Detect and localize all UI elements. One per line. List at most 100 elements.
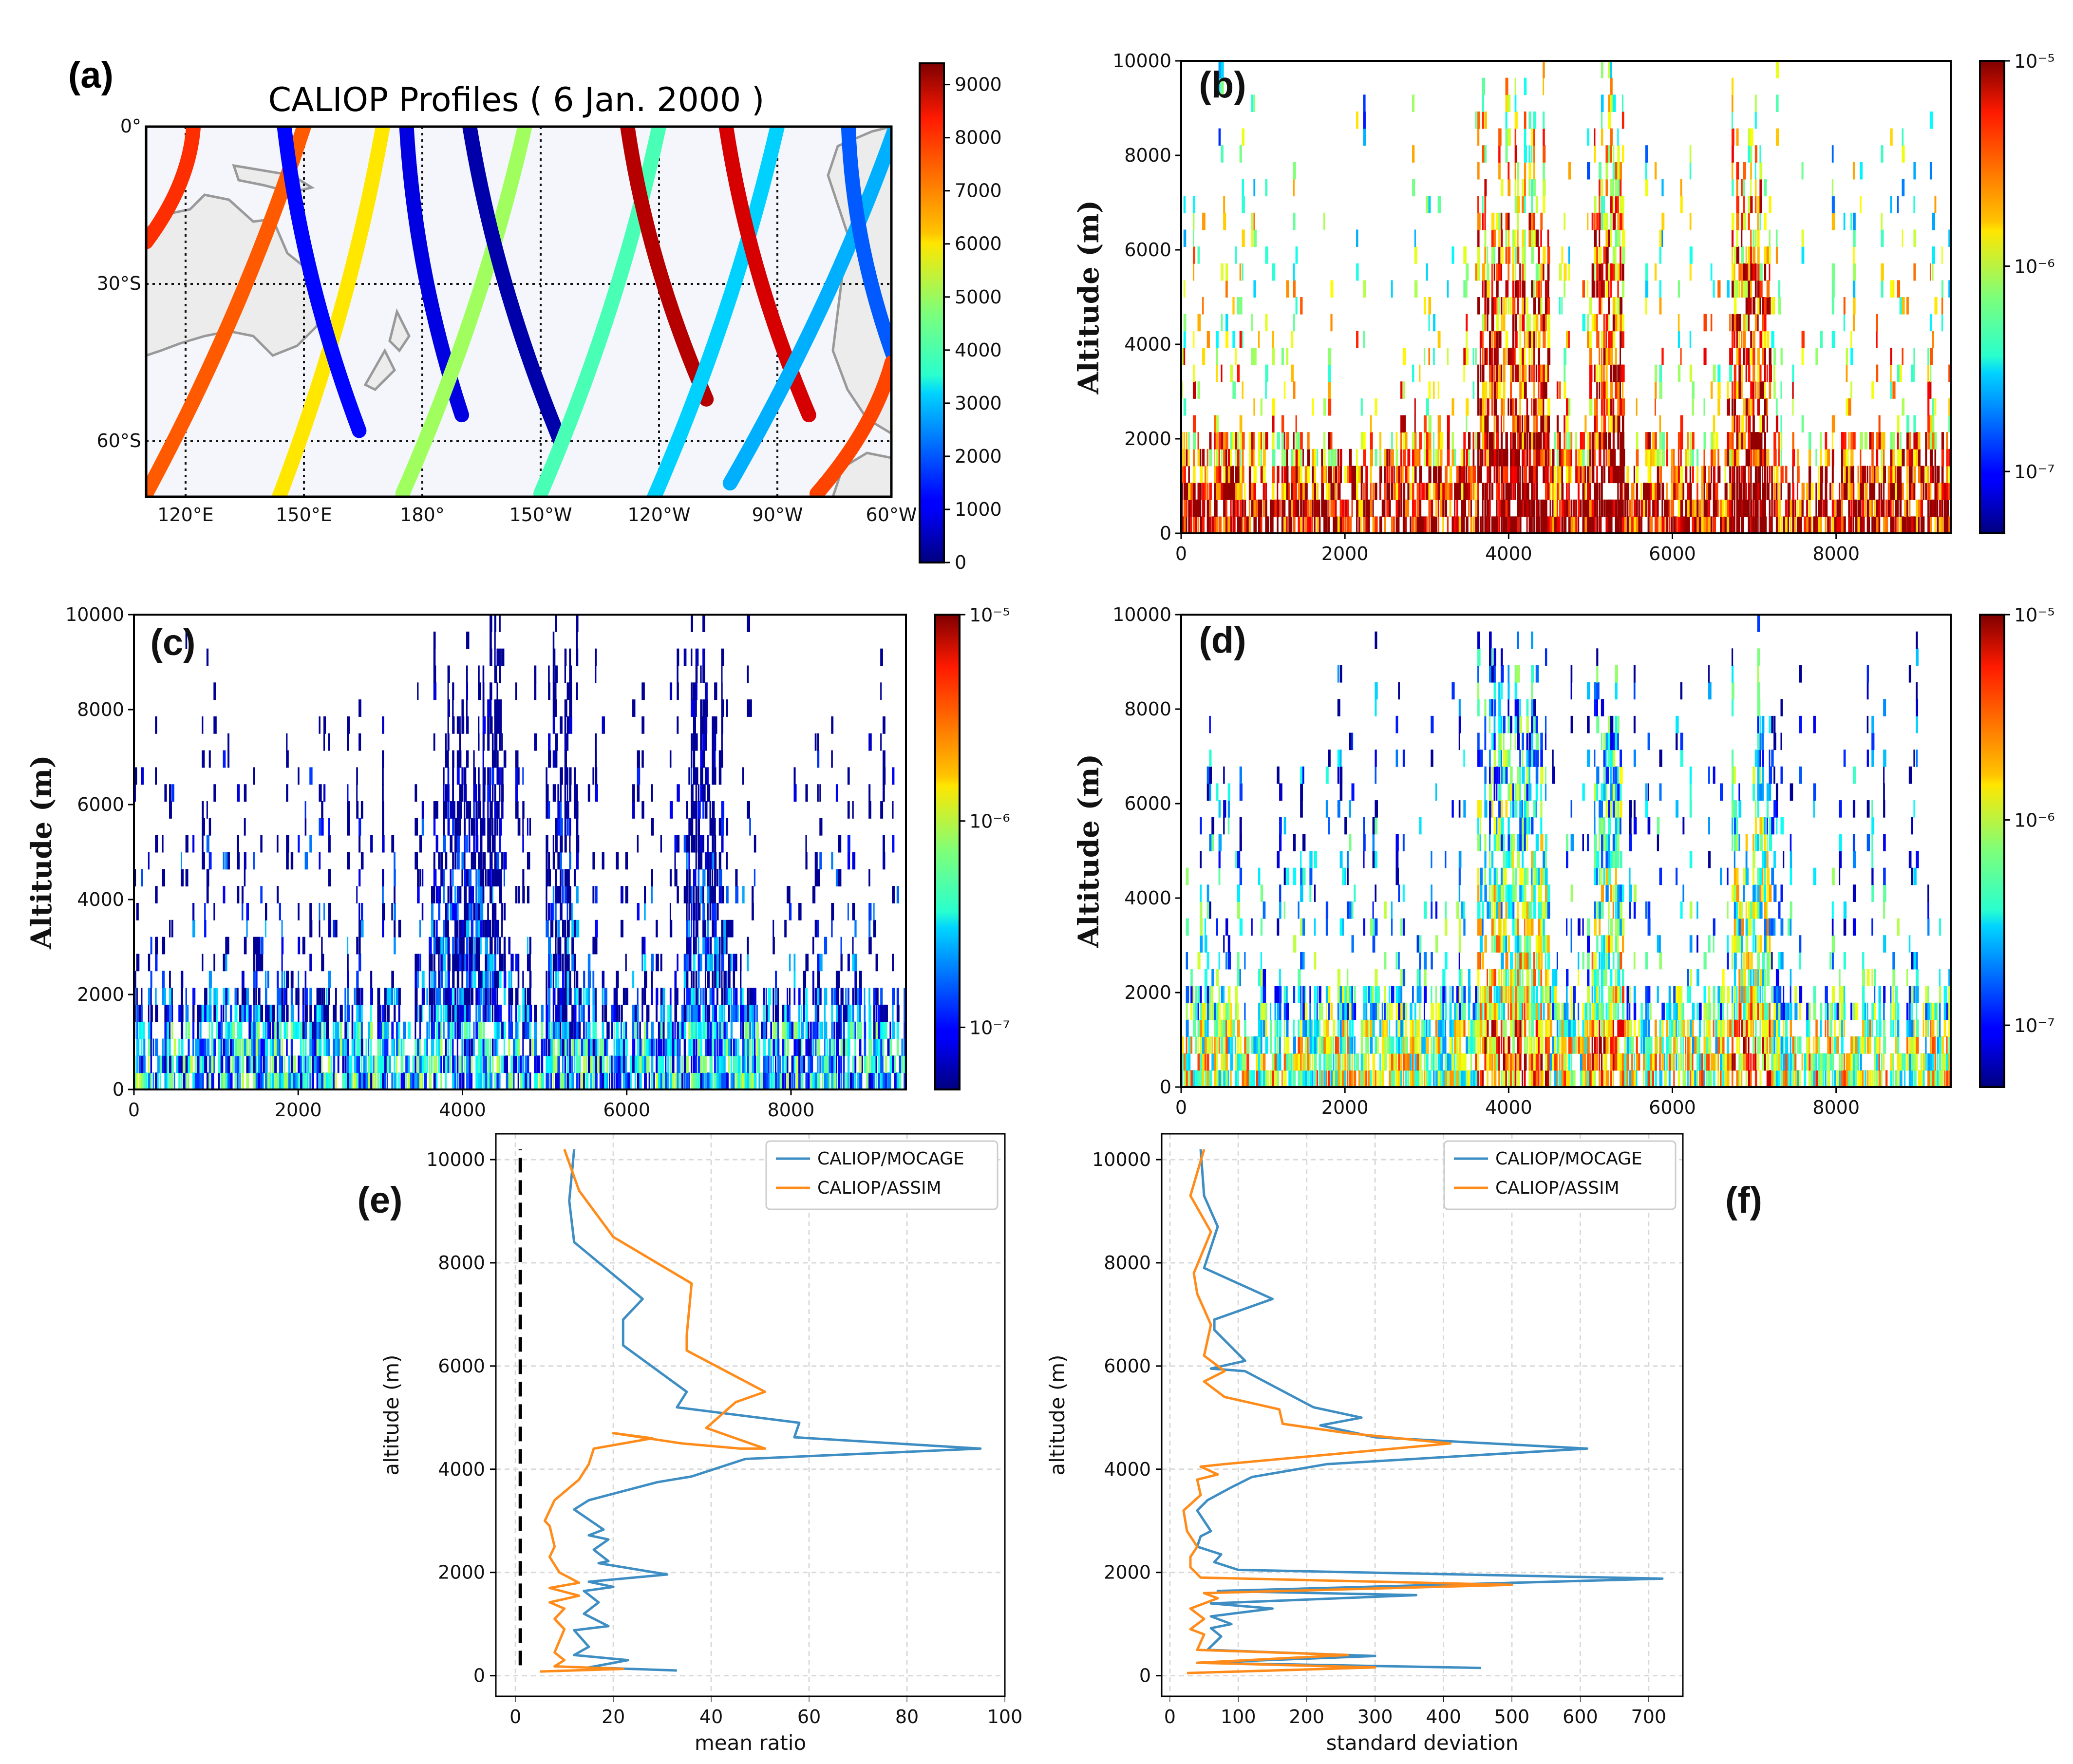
- heatmap-cell: [686, 852, 688, 870]
- heatmap-cell: [1608, 280, 1610, 298]
- heatmap-cell: [1512, 347, 1515, 365]
- heatmap-cell: [1330, 314, 1333, 332]
- heatmap-cell: [1272, 432, 1275, 450]
- heatmap-cell: [1780, 449, 1782, 467]
- heatmap-cell: [712, 1004, 715, 1022]
- heatmap-cell: [169, 1004, 171, 1022]
- heatmap-cell: [1561, 449, 1564, 467]
- heatmap-cell: [1230, 466, 1233, 484]
- heatmap-cell: [478, 954, 480, 972]
- heatmap-cell: [1599, 449, 1602, 467]
- heatmap-cell: [688, 1038, 692, 1056]
- heatmap-cell: [1526, 499, 1529, 517]
- heatmap-cell: [1484, 280, 1487, 298]
- heatmap-cell: [1871, 499, 1873, 517]
- heatmap-cell: [683, 1072, 686, 1090]
- heatmap-cell: [1554, 466, 1556, 484]
- heatmap-cell: [1589, 398, 1593, 416]
- heatmap-cell: [213, 902, 215, 920]
- heatmap-cell: [1216, 483, 1219, 500]
- heatmap-cell: [1510, 516, 1513, 534]
- heatmap-cell: [1927, 347, 1930, 365]
- heatmap-cell: [300, 1021, 303, 1039]
- heatmap-cell: [482, 869, 485, 887]
- heatmap-cell: [1610, 364, 1613, 382]
- heatmap-cell: [1654, 398, 1656, 416]
- heatmap-cell: [220, 1021, 223, 1039]
- heatmap-cell: [1295, 415, 1297, 433]
- heatmap-cell: [714, 733, 716, 751]
- heatmap-cell: [169, 1021, 171, 1039]
- heatmap-cell: [1636, 466, 1639, 484]
- heatmap-cell: [309, 835, 312, 853]
- heatmap-cell: [328, 818, 330, 836]
- heatmap-cell: [438, 1021, 441, 1039]
- heatmap-cell: [501, 852, 504, 870]
- heatmap-cell: [1375, 449, 1377, 467]
- heatmap-cell: [1300, 297, 1303, 315]
- heatmap-cell: [704, 733, 707, 751]
- heatmap-cell: [592, 937, 595, 955]
- heatmap-cell: [1946, 432, 1948, 450]
- heatmap-cell: [1295, 246, 1298, 264]
- heatmap-cell: [1435, 499, 1437, 517]
- heatmap-cell: [552, 1004, 555, 1022]
- heatmap-cell: [1736, 331, 1738, 348]
- heatmap-cell: [1503, 347, 1506, 365]
- heatmap-cell: [1535, 280, 1539, 298]
- heatmap-cell: [697, 1021, 701, 1039]
- heatmap-cell: [1626, 516, 1629, 534]
- heatmap-cell: [1391, 466, 1393, 484]
- heatmap-cell: [1577, 499, 1581, 517]
- heatmap-cell: [697, 818, 700, 836]
- heatmap-cell: [548, 801, 550, 819]
- heatmap-cell: [674, 971, 677, 989]
- heatmap-cell: [1946, 483, 1949, 500]
- heatmap-cell: [1421, 516, 1424, 534]
- heatmap-cell: [1225, 314, 1228, 332]
- heatmap-cell: [1612, 466, 1616, 484]
- heatmap-cell: [1265, 246, 1268, 264]
- heatmap-cell: [1620, 297, 1623, 315]
- heatmap-cell: [1568, 398, 1571, 416]
- y-axis-label: Altitude (m): [1072, 200, 1105, 395]
- heatmap-cell: [677, 886, 679, 903]
- heatmap-cell: [1323, 432, 1326, 450]
- heatmap-cell: [1594, 449, 1596, 467]
- heatmap-cell: [1197, 314, 1201, 332]
- heatmap-cell: [485, 920, 488, 938]
- heatmap-cell: [447, 716, 449, 734]
- heatmap-cell: [1850, 483, 1853, 500]
- heatmap-cell: [431, 886, 434, 903]
- heatmap-cell: [218, 1055, 221, 1073]
- heatmap-cell: [1591, 466, 1595, 484]
- heatmap-cell: [1533, 111, 1537, 129]
- heatmap-cell: [515, 1021, 519, 1039]
- heatmap-cell: [1528, 331, 1532, 348]
- heatmap-cell: [433, 886, 435, 903]
- heatmap-cell: [466, 750, 469, 768]
- heatmap-cell: [1202, 77, 1204, 95]
- heatmap-cell: [1283, 483, 1287, 500]
- heatmap-cell: [1771, 516, 1773, 534]
- heatmap-cell: [1288, 516, 1292, 534]
- heatmap-cell: [569, 784, 572, 802]
- heatmap-cell: [382, 716, 384, 734]
- heatmap-cell: [737, 1004, 739, 1022]
- heatmap-cell: [1727, 516, 1731, 534]
- heatmap-cell: [1547, 415, 1550, 433]
- heatmap-cell: [1620, 398, 1622, 416]
- heatmap-cell: [1533, 297, 1536, 315]
- heatmap-cell: [1538, 263, 1540, 281]
- heatmap-cell: [1235, 246, 1237, 264]
- heatmap-cell: [494, 699, 497, 717]
- heatmap-cell: [1293, 314, 1295, 332]
- heatmap-cell: [1748, 246, 1751, 264]
- heatmap-cell: [1482, 280, 1484, 298]
- heatmap-cell: [360, 920, 364, 938]
- heatmap-cell: [1260, 432, 1263, 450]
- heatmap-cell: [466, 801, 469, 819]
- heatmap-cell: [304, 818, 307, 836]
- heatmap-cell: [1736, 128, 1739, 146]
- heatmap-cell: [1727, 381, 1729, 399]
